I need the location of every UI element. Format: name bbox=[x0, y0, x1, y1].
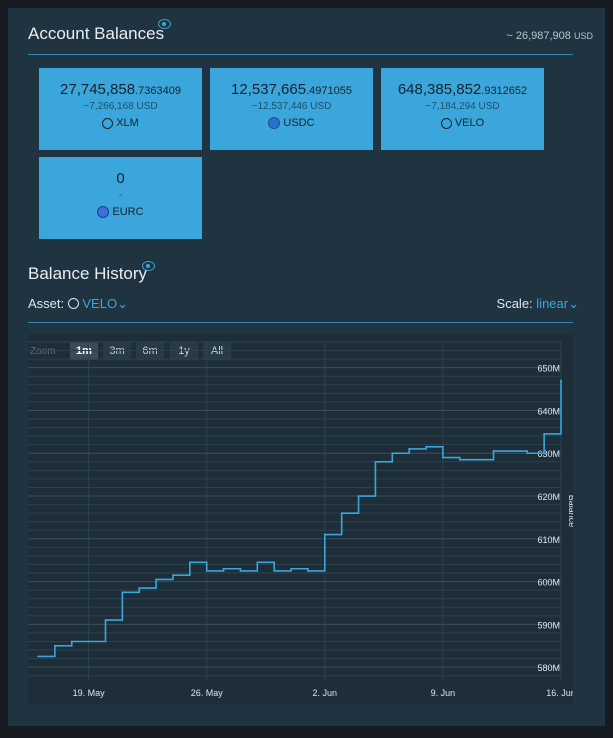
data-point bbox=[475, 458, 478, 461]
balance-history-title: Balance History bbox=[28, 264, 148, 283]
data-point bbox=[87, 640, 90, 643]
data-point bbox=[273, 570, 275, 572]
balance-chart: Zoom 1m 3m 6m 1y All 580M 590M 600M 610M 620… bbox=[28, 334, 573, 704]
data-point bbox=[37, 655, 39, 658]
data-point bbox=[172, 574, 174, 576]
data-point bbox=[408, 448, 410, 450]
asset-dropdown[interactable]: VELO⌄ bbox=[67, 296, 128, 311]
chevron-down-icon: ⌄ bbox=[117, 296, 128, 311]
divider bbox=[28, 322, 573, 323]
total-balance: ~ 26,987,908 USD bbox=[506, 30, 593, 42]
y-tick-label: 620M bbox=[537, 492, 560, 502]
balance-amount: 27,745,858.7363409 bbox=[60, 81, 181, 98]
eurc-icon bbox=[97, 206, 110, 218]
balance-amount: 12,537,665.4971055 bbox=[231, 81, 352, 98]
asset-label: XLM bbox=[39, 117, 202, 129]
data-point bbox=[543, 433, 545, 435]
data-point bbox=[492, 450, 495, 452]
balance-card-xlm[interactable]: 27,745,858.7363409 ~7,266,168 USD XLM bbox=[39, 68, 202, 150]
balance-card-usdc[interactable]: 12,537,665.4971055 ~12,537,446 USD USDC bbox=[210, 68, 373, 150]
data-point bbox=[526, 452, 529, 455]
data-point bbox=[121, 591, 124, 594]
x-tick-label: 26. May bbox=[191, 688, 224, 698]
asset-label: Asset: bbox=[28, 296, 65, 311]
data-point bbox=[340, 512, 343, 514]
data-point bbox=[357, 495, 360, 497]
x-tick-label: 2. Jun bbox=[313, 688, 338, 698]
balance-amount: 0 bbox=[116, 170, 125, 187]
account-balances-title: Account Balances bbox=[28, 24, 165, 43]
divider bbox=[28, 54, 573, 55]
velo-icon bbox=[67, 298, 79, 309]
chevron-down-icon: ⌄ bbox=[568, 296, 579, 311]
eye-icon[interactable] bbox=[158, 19, 171, 29]
data-point bbox=[205, 570, 208, 572]
y-tick-label: 650M bbox=[537, 364, 560, 374]
y-tick-label: 610M bbox=[537, 535, 560, 545]
balance-usd: ~7,184,294 USD bbox=[425, 101, 500, 112]
y-axis-label: Balance bbox=[567, 495, 573, 528]
usdc-icon bbox=[268, 117, 281, 129]
data-point bbox=[425, 446, 427, 448]
data-point bbox=[307, 570, 309, 572]
data-point bbox=[138, 587, 141, 589]
data-point bbox=[324, 533, 326, 536]
data-point bbox=[104, 619, 107, 621]
y-tick-label: 630M bbox=[537, 449, 560, 459]
velo-icon bbox=[440, 117, 452, 129]
balance-usd: - bbox=[118, 190, 123, 201]
balance-amount: 648,385,852.9312652 bbox=[397, 81, 528, 98]
data-point bbox=[374, 460, 377, 463]
asset-selector: Asset: VELO⌄ bbox=[28, 296, 128, 312]
series-line bbox=[38, 379, 562, 658]
y-tick-label: 600M bbox=[537, 578, 560, 588]
scale-selector: Scale: linear⌄ bbox=[497, 296, 579, 312]
asset-label: EURC bbox=[39, 206, 202, 218]
xlm-icon bbox=[102, 117, 114, 129]
data-point bbox=[560, 379, 562, 382]
data-point bbox=[222, 567, 225, 570]
data-point bbox=[391, 452, 394, 455]
data-point bbox=[442, 456, 444, 459]
data-point bbox=[290, 567, 292, 570]
data-point bbox=[239, 570, 242, 572]
asset-label: USDC bbox=[210, 117, 373, 129]
balance-card-eurc[interactable]: 0 - EURC bbox=[39, 157, 202, 239]
data-point bbox=[509, 450, 512, 452]
zoom-label: Zoom bbox=[30, 346, 56, 357]
asset-label: VELO bbox=[381, 117, 544, 129]
x-tick-label: 9. Jun bbox=[431, 688, 456, 698]
balance-usd: ~7,266,168 USD bbox=[83, 101, 158, 112]
x-tick-label: 19. May bbox=[73, 688, 106, 698]
x-tick-label: 16. Jun bbox=[546, 688, 573, 698]
data-point bbox=[70, 640, 73, 643]
chart-plot[interactable]: 580M 590M 600M 610M 620M 630M 640M 650M 19. May 2… bbox=[28, 334, 573, 704]
y-tick-label: 640M bbox=[537, 406, 560, 416]
scale-dropdown[interactable]: linear⌄ bbox=[536, 296, 579, 311]
y-tick-label: 580M bbox=[537, 663, 560, 673]
data-point bbox=[256, 561, 259, 564]
scale-label: Scale: bbox=[496, 296, 533, 311]
y-tick-label: 590M bbox=[537, 620, 560, 630]
data-point bbox=[155, 578, 157, 581]
balance-usd: ~12,537,446 USD bbox=[251, 101, 332, 112]
data-point bbox=[458, 458, 461, 461]
eye-icon[interactable] bbox=[142, 261, 155, 271]
data-point bbox=[54, 644, 56, 647]
balance-card-velo[interactable]: 648,385,852.9312652 ~7,184,294 USD VELO bbox=[381, 68, 544, 150]
data-point bbox=[189, 561, 191, 564]
